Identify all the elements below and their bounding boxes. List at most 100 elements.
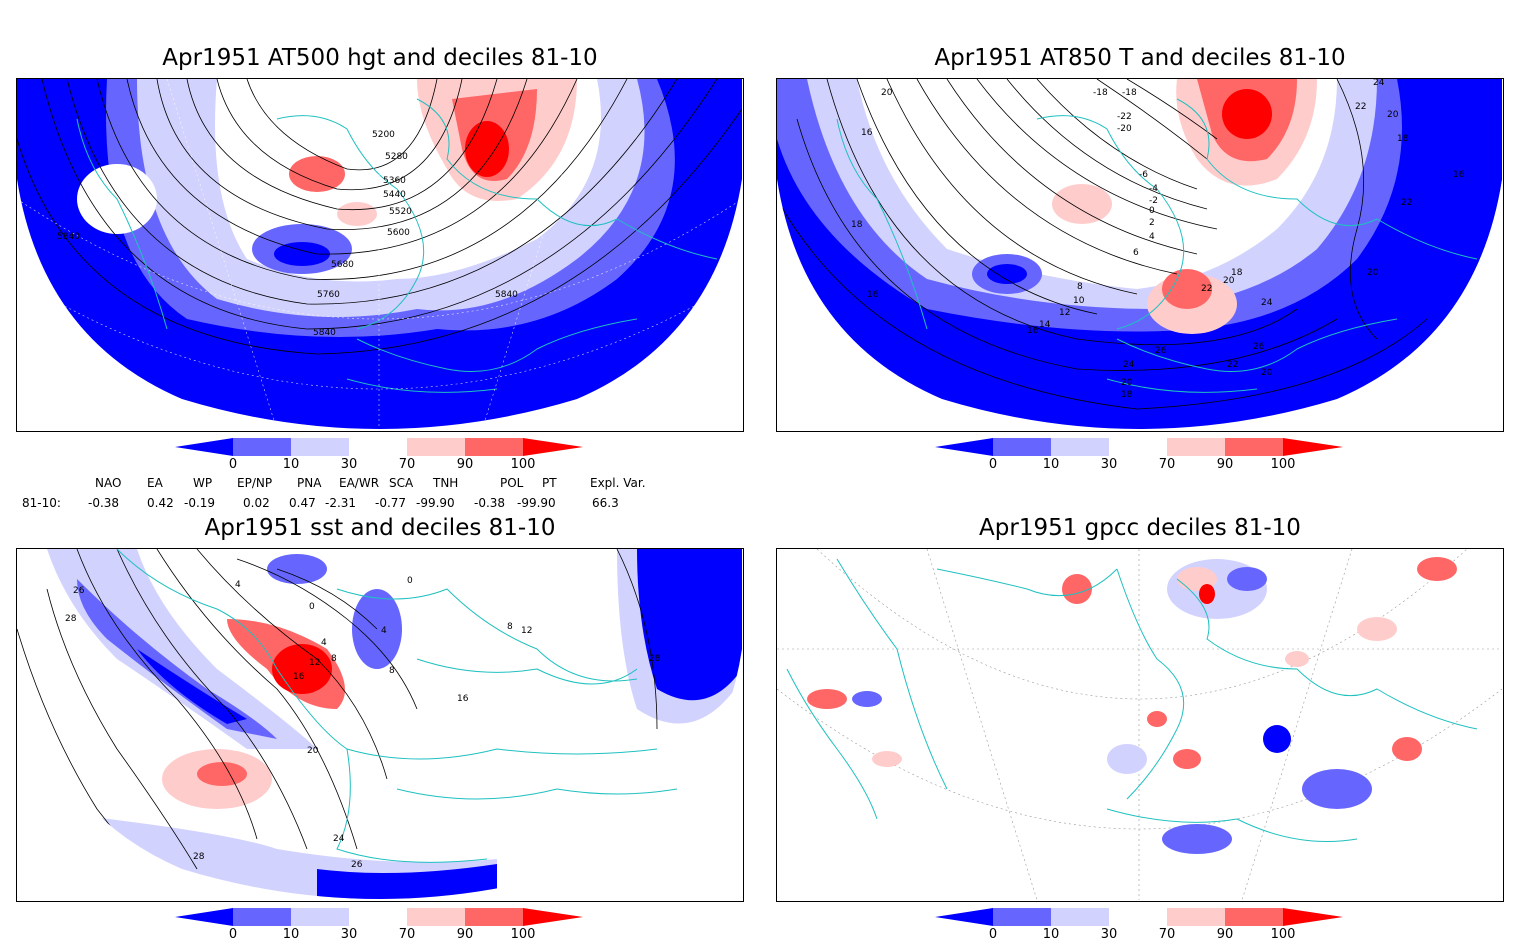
contour-label: 20 — [1387, 110, 1399, 120]
map-panel-at500: 5200 5280 5360 5440 5520 5600 5680 5760 … — [16, 78, 744, 432]
colorbar-segment — [465, 908, 523, 926]
colorbar-segment — [523, 908, 583, 926]
contour-label: 12 — [309, 658, 320, 668]
contour-label: 22 — [1227, 360, 1238, 370]
colorbar-segment — [1051, 908, 1109, 926]
contour-label: 22 — [1355, 102, 1366, 112]
contour-label: 5760 — [317, 290, 340, 300]
contour-label: -18 — [1122, 88, 1137, 98]
colorbar-segment — [349, 438, 407, 456]
contour-label: 5200 — [372, 130, 395, 140]
index-header: TNH — [433, 476, 459, 490]
colorbar-segment — [175, 438, 233, 456]
index-value: -0.38 — [474, 496, 506, 510]
contour-label: 12 — [521, 626, 532, 636]
colorbar-segment — [407, 438, 465, 456]
colorbar-tick-label: 30 — [1101, 457, 1118, 468]
contour-label: -22 — [1117, 112, 1132, 122]
contour-label: 5520 — [389, 207, 412, 217]
contour-label: 16 — [457, 694, 469, 704]
contour-label: 5600 — [387, 228, 410, 238]
colorbar-tick-label: 90 — [457, 457, 474, 468]
colorbar-tick-label: 30 — [341, 457, 358, 468]
colorbar-segment — [407, 908, 465, 926]
colorbar-tick-label: 90 — [1217, 927, 1234, 938]
colorbar-tick-label: 0 — [989, 457, 997, 468]
colorbar-tick-label: 100 — [511, 457, 536, 468]
contour-label: 20 — [1223, 276, 1235, 286]
contour-label: 5280 — [385, 152, 408, 162]
colorbar-segment — [1283, 908, 1343, 926]
contour-label: 20 — [307, 746, 319, 756]
contour-label: 16 — [867, 290, 879, 300]
colorbar-segment — [1109, 438, 1167, 456]
contour-label: -20 — [1117, 124, 1132, 134]
index-header: PT — [542, 476, 557, 490]
index-value: 0.47 — [289, 496, 316, 510]
colorbar-tick-label: 10 — [283, 927, 300, 938]
colorbar: 0 10 30 70 90 100 — [175, 438, 583, 468]
contour-label: 24 — [1123, 360, 1135, 370]
contour-label: 20 — [1121, 378, 1133, 388]
contour-label: 4 — [235, 580, 241, 590]
colorbar-tick-label: 70 — [399, 457, 416, 468]
contour-label: 26 — [1253, 342, 1265, 352]
contour-label: 8 — [1077, 282, 1083, 292]
index-value: -0.19 — [184, 496, 216, 510]
contour-label: 8 — [507, 622, 513, 632]
colorbar-segment — [1283, 438, 1343, 456]
colorbar-tick-label: 100 — [1271, 457, 1296, 468]
colorbar-tick-label: 0 — [989, 927, 997, 938]
colorbar-segment — [175, 908, 233, 926]
contour-label: 26 — [73, 586, 85, 596]
contour-label: 20 — [1367, 268, 1379, 278]
index-value: 66.3 — [592, 496, 619, 510]
contour-label: 0 — [309, 602, 315, 612]
colorbar-tick-label: 70 — [1159, 927, 1176, 938]
colorbar-tick-label: 30 — [1101, 927, 1118, 938]
colorbar-segment — [1225, 908, 1283, 926]
colorbar-tick-label: 10 — [1043, 927, 1060, 938]
contour-label: 8 — [389, 666, 395, 676]
contour-label: 4 — [1149, 232, 1155, 242]
contour-label: 2 — [1149, 218, 1155, 228]
colorbar-tick-label: 10 — [1043, 457, 1060, 468]
colorbar-segment — [1167, 438, 1225, 456]
colorbar-segment — [1167, 908, 1225, 926]
contour-label: 5840 — [495, 290, 518, 300]
contour-label: 22 — [1401, 198, 1412, 208]
colorbar-tick-label: 70 — [1159, 457, 1176, 468]
contour-label: 28 — [65, 614, 77, 624]
contour-label: 22 — [1201, 284, 1212, 294]
index-header: NAO — [95, 476, 122, 490]
colorbar-tick-label: 0 — [229, 457, 237, 468]
index-value: -2.31 — [325, 496, 357, 510]
colorbar-tick-label: 10 — [283, 457, 300, 468]
contour-label: 5440 — [383, 190, 406, 200]
colorbar-segment — [1225, 438, 1283, 456]
contour-label: 20 — [1261, 368, 1273, 378]
contour-label: 18 — [1397, 134, 1409, 144]
contour-label: 24 — [1261, 298, 1273, 308]
contour-label: 20 — [881, 88, 893, 98]
colorbar-tick-label: 90 — [457, 927, 474, 938]
panel-title-at500: Apr1951 AT500 hgt and deciles 81-10 — [162, 45, 598, 71]
map-panel-sst: 26 28 4 0 0 4 8 12 16 8 4 8 12 16 20 24 … — [16, 548, 744, 902]
colorbar: 0 10 30 70 90 100 — [175, 908, 583, 938]
contour-label: 24 — [333, 834, 345, 844]
contour-label: 5680 — [331, 260, 354, 270]
panel-title-gpcc: Apr1951 gpcc deciles 81-10 — [979, 515, 1301, 541]
contour-label: -18 — [1093, 88, 1108, 98]
contour-label: 6 — [1133, 248, 1139, 258]
contour-label: 5360 — [383, 176, 406, 186]
colorbar: 0 10 30 70 90 100 — [935, 908, 1343, 938]
colorbar: 0 10 30 70 90 100 — [935, 438, 1343, 468]
colorbar-segment — [233, 908, 291, 926]
contour-label: 28 — [649, 654, 661, 664]
index-value: -0.77 — [375, 496, 407, 510]
index-header: SCA — [389, 476, 414, 490]
colorbar-segment — [993, 908, 1051, 926]
colorbar-segment — [349, 908, 407, 926]
contour-label: 16 — [1027, 326, 1039, 336]
contour-label: 4 — [321, 638, 327, 648]
